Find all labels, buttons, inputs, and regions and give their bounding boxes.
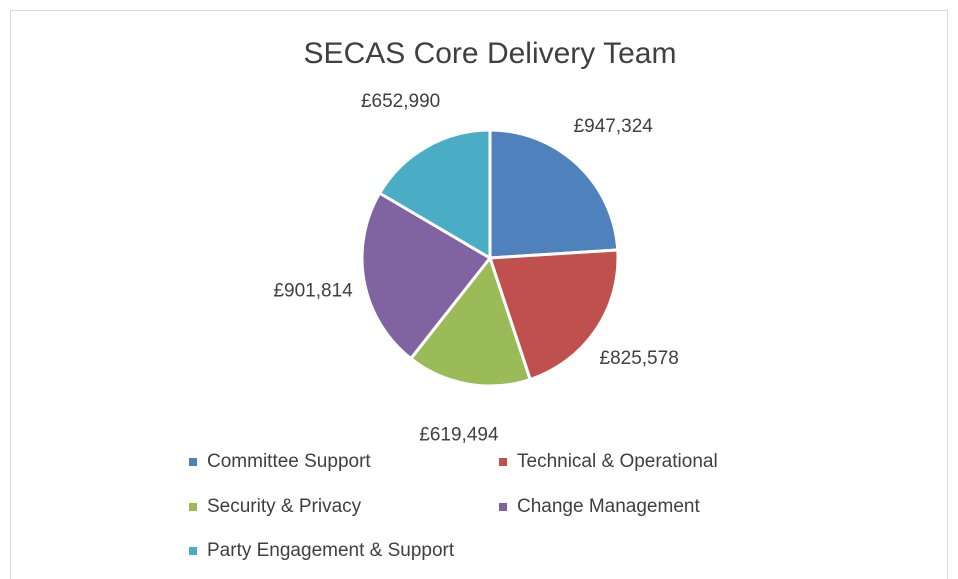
legend-label: Party Engagement & Support bbox=[207, 540, 455, 561]
data-label: £652,990 bbox=[361, 91, 440, 112]
pie-slice bbox=[377, 128, 492, 261]
pie-slice bbox=[488, 128, 620, 260]
legend-marker bbox=[189, 547, 197, 555]
legend-label: Committee Support bbox=[207, 451, 371, 472]
data-label: £901,814 bbox=[273, 280, 353, 301]
legend-label: Technical & Operational bbox=[517, 451, 718, 472]
chart-title: SECAS Core Delivery Team bbox=[304, 37, 677, 70]
legend-marker bbox=[499, 503, 507, 511]
data-label: £619,494 bbox=[419, 424, 499, 445]
pie-slice bbox=[408, 254, 533, 388]
legend-label: Change Management bbox=[517, 496, 700, 517]
legend-marker bbox=[189, 458, 197, 466]
pie-slice bbox=[360, 191, 493, 361]
legend-marker bbox=[499, 458, 507, 466]
data-label: £825,578 bbox=[600, 348, 679, 369]
legend-marker bbox=[189, 503, 197, 511]
data-label: £947,324 bbox=[574, 116, 654, 137]
pie-slice bbox=[487, 248, 620, 382]
legend-label: Security & Privacy bbox=[207, 496, 362, 517]
